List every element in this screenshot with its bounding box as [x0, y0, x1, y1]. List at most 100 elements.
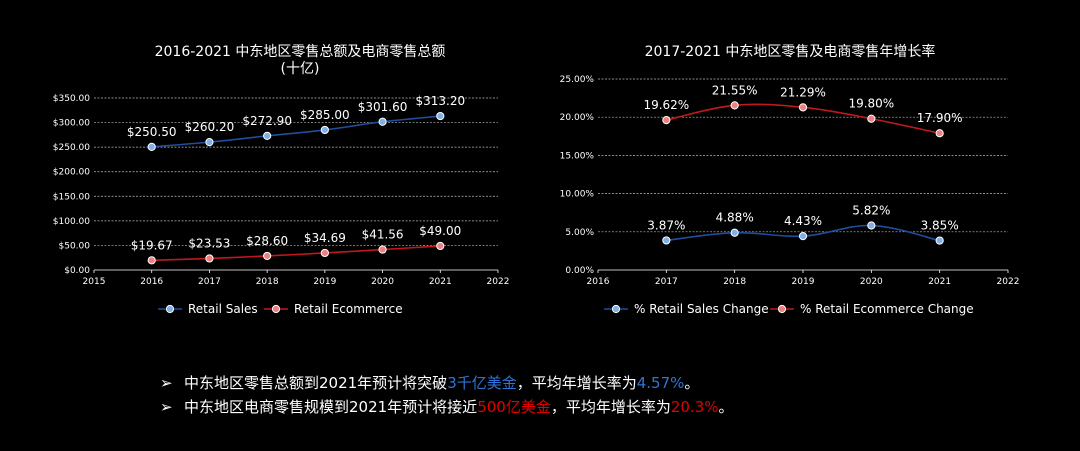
legend-marker [611, 304, 621, 314]
legend-marker [271, 304, 281, 314]
bullet-text: 中东地区电商零售规模到2021年预计将接近 [184, 398, 478, 416]
legend-label: Retail Ecommerce [294, 302, 403, 316]
data-label: 21.29% [780, 85, 826, 99]
x-tick-label: 2020 [860, 277, 883, 287]
x-tick-label: 2018 [256, 277, 279, 287]
legend-marker [165, 304, 175, 314]
x-tick-label: 2022 [997, 277, 1020, 287]
x-tick-label: 2020 [371, 277, 394, 287]
data-label: $28.60 [246, 234, 288, 248]
data-point [867, 221, 876, 230]
chart2-title: 2017-2021 中东地区零售及电商零售年增长率 [560, 44, 1020, 61]
data-label: 19.80% [848, 97, 894, 111]
data-point [798, 232, 808, 241]
data-point [730, 101, 739, 110]
x-tick-label: 2017 [655, 277, 678, 287]
legend-label: % Retail Sales Change [634, 302, 769, 316]
x-tick-label: 2021 [928, 277, 951, 287]
x-tick-label: 2019 [313, 277, 336, 287]
data-point [320, 248, 329, 258]
data-point [147, 142, 156, 151]
bullet-text-end: 。 [718, 398, 734, 416]
legend-label: Retail Sales [188, 302, 258, 316]
x-tick-label: 2018 [723, 277, 746, 287]
bullet-text-mid: ，平均年增长率为 [516, 374, 637, 392]
chart1-plot: $0.00 $50.00 $100.00 $150.00 $200.00 $250.00 $… [53, 94, 510, 316]
bullet-text: 中东地区零售总额到2021年预计将突破 [184, 374, 448, 392]
data-point [378, 245, 387, 254]
y-tick-label: $150.00 [53, 192, 90, 202]
y-tick-label: 15.00% [560, 151, 595, 161]
x-tick-label: 2019 [792, 277, 815, 287]
legend-label: % Retail Ecommerce Change [800, 302, 974, 316]
y-tick-label: $0.00 [64, 266, 90, 276]
x-tick-label: 2021 [429, 277, 452, 287]
data-label: $41.56 [362, 228, 404, 242]
bullet-item: ➢ 中东地区电商零售规模到2021年预计将接近500亿美金，平均年增长率为20.3… [160, 395, 734, 419]
data-label: 3.85% [921, 219, 959, 233]
data-label: $313.20 [415, 94, 465, 108]
data-point [730, 228, 739, 237]
y-tick-label: 25.00% [560, 75, 595, 85]
data-point [320, 125, 329, 135]
y-tick-label: 5.00% [565, 228, 594, 238]
data-label: $49.00 [419, 224, 461, 238]
data-point [263, 131, 272, 140]
data-point [378, 117, 387, 126]
y-tick-label: $200.00 [53, 168, 90, 178]
bullet-highlight-rate: 4.57% [636, 374, 685, 392]
y-tick-label: $250.00 [53, 143, 90, 153]
bullet-highlight: 500亿美金 [477, 398, 551, 416]
legend-marker [777, 304, 787, 314]
series-line [151, 245, 441, 262]
chart1-title-text: 2016-2021 中东地区零售总额及电商零售总额 [154, 44, 446, 60]
y-tick-label: $350.00 [53, 94, 90, 104]
data-point [263, 251, 272, 261]
arrow-bullet-icon: ➢ [160, 398, 173, 416]
x-tick-label: 2017 [198, 277, 221, 287]
data-label: $301.60 [358, 100, 408, 114]
arrow-bullet-icon: ➢ [160, 374, 173, 392]
data-point [662, 236, 671, 245]
y-tick-label: 0.00% [565, 266, 594, 276]
y-tick-label: 20.00% [560, 113, 595, 123]
data-label: $272.90 [242, 114, 292, 128]
y-tick-label: $100.00 [53, 217, 90, 227]
series-line [151, 115, 441, 148]
data-point [205, 254, 214, 263]
x-tick-label: 2015 [83, 277, 106, 287]
bullet-highlight-rate: 20.3% [670, 398, 719, 416]
data-point [798, 103, 808, 112]
bullet-item: ➢ 中东地区零售总额到2021年预计将突破3千亿美金，平均年增长率为4.57%。 [160, 371, 734, 395]
data-label: $250.50 [127, 125, 177, 139]
y-tick-label: 10.00% [560, 190, 595, 200]
data-label: $19.67 [131, 238, 173, 252]
x-tick-label: 2016 [587, 277, 610, 287]
x-tick-label: 2022 [487, 277, 510, 287]
chart1-title: 2016-2021 中东地区零售总额及电商零售总额 (十亿) [60, 44, 540, 78]
data-label: 19.62% [643, 98, 689, 112]
data-point [662, 116, 671, 125]
y-tick-label: $50.00 [59, 241, 91, 251]
bullet-highlight: 3千亿美金 [447, 374, 517, 392]
data-label: $285.00 [300, 108, 350, 122]
bullet-list: ➢ 中东地区零售总额到2021年预计将突破3千亿美金，平均年增长率为4.57%。 … [160, 371, 734, 419]
data-point [935, 236, 944, 245]
data-point [867, 114, 876, 123]
data-label: $260.20 [185, 120, 235, 134]
data-label: 5.82% [852, 204, 890, 218]
chart1-subtitle: (十亿) [280, 61, 320, 77]
data-label: $23.53 [188, 236, 230, 250]
data-point [147, 256, 156, 265]
data-label: 4.43% [784, 214, 822, 228]
bullet-text-end: 。 [684, 374, 700, 392]
chart2-plot: 0.00% 5.00% 10.00% 15.00% 20.00% 25.00% 2016 20… [560, 75, 1020, 316]
data-point [436, 241, 445, 251]
data-label: 21.55% [712, 83, 758, 97]
y-tick-label: $300.00 [53, 119, 90, 129]
data-label: 17.90% [917, 111, 963, 125]
bullet-text-mid: ，平均年增长率为 [550, 398, 671, 416]
data-label: 4.88% [716, 211, 754, 225]
data-label: $34.69 [304, 231, 346, 245]
data-point [935, 129, 944, 138]
